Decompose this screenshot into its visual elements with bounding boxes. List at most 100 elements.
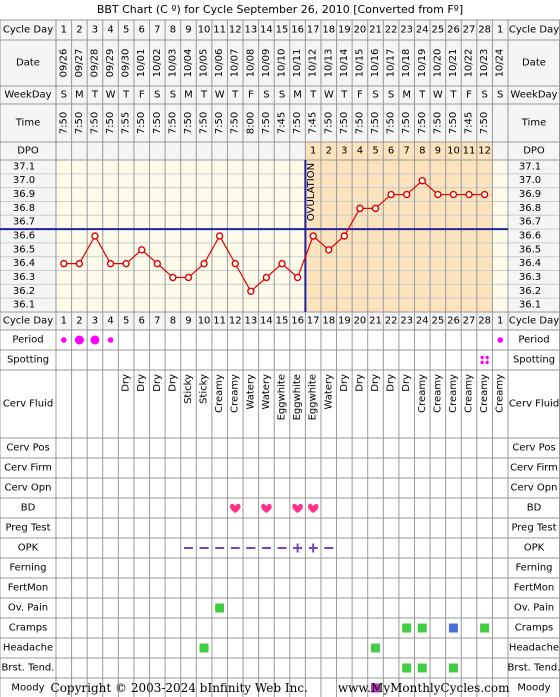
temperature-point xyxy=(293,273,302,282)
temperature-point xyxy=(106,259,115,268)
cycle-day-row2-bg xyxy=(0,312,560,330)
dpo-cell: 4 xyxy=(357,146,363,157)
cycle-day-cell: 7 xyxy=(154,316,160,327)
cycle-day-cell: 25 xyxy=(431,25,444,36)
row-label-cycle_day: Cycle Day xyxy=(509,25,559,36)
temp-tick-label: 36.7 xyxy=(519,217,541,228)
temperature-point xyxy=(418,177,426,185)
cycle-day-cell: 10 xyxy=(198,25,211,36)
date-cell: 10/16 xyxy=(370,49,381,78)
date-cell: 10/11 xyxy=(292,49,303,78)
row-label: Brst. Tend. xyxy=(508,663,560,674)
dpo-cell: 9 xyxy=(435,146,441,157)
row-label-weekday: WeekDay xyxy=(4,90,51,101)
time-cell: 7:50 xyxy=(292,112,303,134)
weekday-cell: T xyxy=(91,90,99,101)
dpo-cell: 12 xyxy=(478,146,491,157)
time-cell: 7:50 xyxy=(339,112,350,134)
cycle-day-cell: 11 xyxy=(213,25,226,36)
cycle-day-cell: 28 xyxy=(478,316,491,327)
row-label: Spotting xyxy=(7,355,49,366)
cervical-fluid-cell: Eggwhite xyxy=(308,374,319,420)
date-cell: 10/01 xyxy=(136,49,147,78)
weekday-cell: S xyxy=(279,90,285,101)
weekday-cell: M xyxy=(402,90,411,101)
temperature-point xyxy=(231,259,239,268)
weekday-cell: S xyxy=(170,90,176,101)
dpo-cell: 3 xyxy=(341,146,347,157)
weekday-cell: W xyxy=(106,90,116,101)
date-cell: 10/03 xyxy=(167,49,178,78)
cervical-fluid-cell: Creamy xyxy=(230,374,241,413)
cycle-day-cell: 22 xyxy=(385,25,398,36)
row-label: Ov. Pain xyxy=(8,603,48,614)
row-label: Ferning xyxy=(515,563,552,574)
cycle-day-cell: 20 xyxy=(354,316,367,327)
time-cell: 7:50 xyxy=(152,112,163,134)
weekday-cell: S xyxy=(497,90,503,101)
cycle-day-cell: 14 xyxy=(260,25,273,36)
row-label-cycle_day: Cycle Day xyxy=(509,316,559,327)
cycle-day-cell: 1 xyxy=(61,316,67,327)
time-cell: 7:50 xyxy=(386,112,397,134)
cycle-day-cell: 13 xyxy=(244,316,257,327)
temperature-point xyxy=(122,259,130,268)
cycle-day-cell: 5 xyxy=(123,316,129,327)
site-link[interactable]: www.MyMonthlyCycles.com xyxy=(337,681,510,695)
cycle-day-cell: 1 xyxy=(497,316,503,327)
temp-tick-label: 36.2 xyxy=(13,286,35,297)
row-label: Cerv Pos xyxy=(6,443,49,454)
row-label-date: Date xyxy=(522,58,546,69)
weekday-cell: T xyxy=(231,90,239,101)
weekday-cell: F xyxy=(357,90,363,101)
weekday-cell: S xyxy=(372,90,378,101)
copyright-text: Copyright © 2003-2024 bInfinity Web Inc. xyxy=(50,681,308,695)
weekday-cell: T xyxy=(122,90,130,101)
time-cell: 7:50 xyxy=(323,112,334,134)
symptom-marker xyxy=(199,643,209,653)
row-label: Cramps xyxy=(9,623,48,634)
cycle-day-cell: 1 xyxy=(497,25,503,36)
time-cell: 8:00 xyxy=(245,112,256,134)
row-label: Preg Test xyxy=(5,523,50,534)
temperature-point xyxy=(91,232,99,240)
row-label-dpo: DPO xyxy=(17,146,39,157)
row-label: Headache xyxy=(3,643,53,654)
row-label: Period xyxy=(12,335,43,346)
time-cell: 7:50 xyxy=(183,112,194,134)
date-cell: 10/18 xyxy=(401,49,412,78)
symptom-marker xyxy=(448,663,458,673)
date-cell: 10/02 xyxy=(152,49,163,78)
date-cell: 09/26 xyxy=(58,49,69,78)
symptom-marker xyxy=(402,663,412,673)
row-label: Ferning xyxy=(9,563,46,574)
row-label-date: Date xyxy=(16,58,40,69)
temperature-point xyxy=(402,190,411,199)
row-label: Cerv Firm xyxy=(4,463,52,474)
cycle-day-cell: 26 xyxy=(447,316,460,327)
weekday-cell: S xyxy=(61,90,67,101)
date-cell: 10/13 xyxy=(323,49,334,78)
temp-tick-label: 36.1 xyxy=(519,300,541,311)
cycle-day-cell: 1 xyxy=(61,25,67,36)
temperature-point xyxy=(356,204,364,213)
row-label: Moody xyxy=(11,683,44,694)
temperature-point xyxy=(434,190,442,199)
spotting-dot xyxy=(480,355,484,360)
symptom-marker xyxy=(417,623,427,633)
row-label: Ov. Pain xyxy=(514,603,554,614)
lower-grid-bg xyxy=(0,312,560,697)
cycle-day-cell: 18 xyxy=(322,316,335,327)
temperature-point xyxy=(153,259,162,268)
chart-title: BBT Chart (C º) for Cycle September 26, … xyxy=(0,0,560,20)
temp-tick-label: 36.5 xyxy=(519,244,541,255)
weekday-cell: T xyxy=(200,90,208,101)
cycle-day-cell: 12 xyxy=(229,316,242,327)
temperature-point xyxy=(138,246,146,254)
cycle-day-cell: 9 xyxy=(185,25,191,36)
cycle-day-cell: 17 xyxy=(307,25,320,36)
date-cell: 09/29 xyxy=(105,49,116,78)
temperature-point xyxy=(465,190,473,199)
row-label: Spotting xyxy=(513,355,555,366)
